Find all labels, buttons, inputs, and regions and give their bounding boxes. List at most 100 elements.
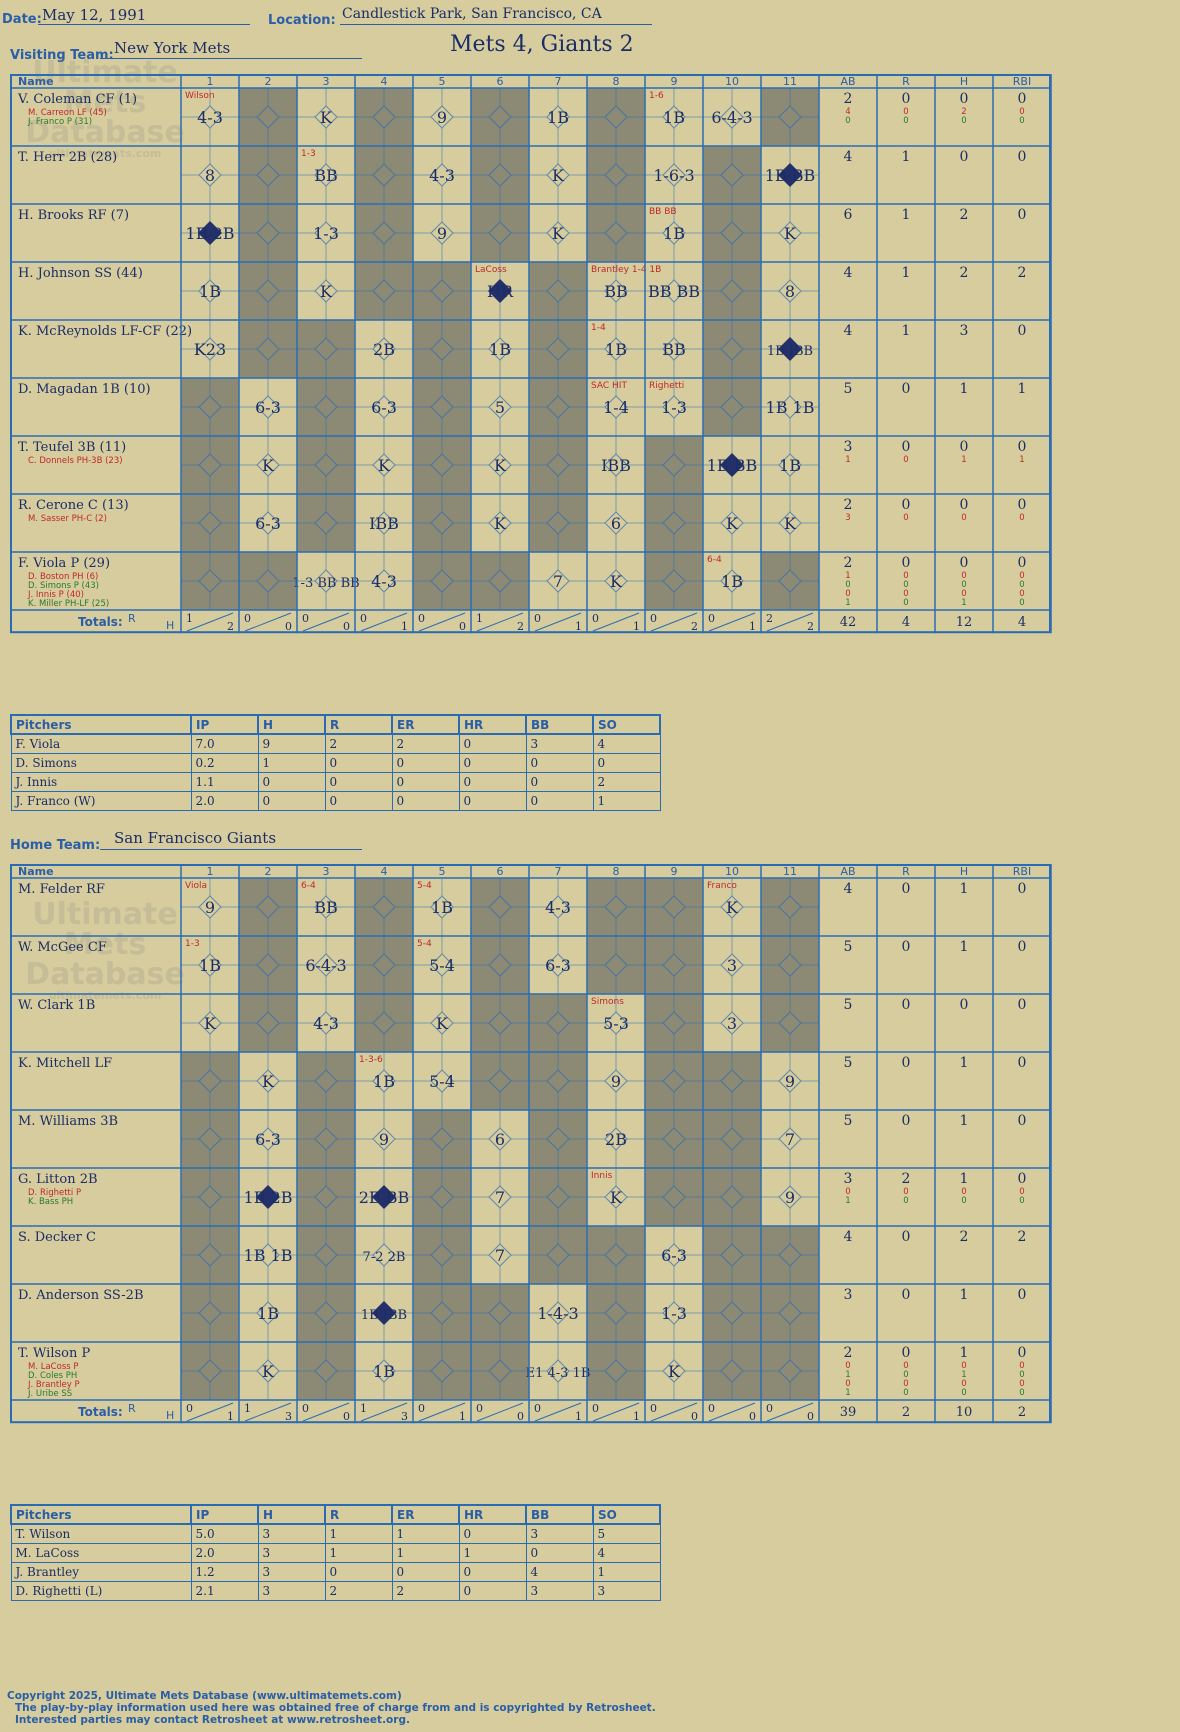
pitcher-cell: 1: [257, 753, 326, 773]
inning-header: 10: [725, 75, 739, 88]
player-stat: 1: [960, 1171, 969, 1187]
stat-header: R: [902, 75, 910, 88]
play-notation: 1B 2B: [186, 224, 235, 243]
run-scored-diamond: [720, 453, 744, 477]
pitcher-cell: 5: [592, 1523, 661, 1544]
play-notation: 4-3: [313, 1014, 339, 1033]
player-stat: 0: [902, 997, 911, 1013]
pitcher-cell: 4: [592, 1543, 661, 1563]
substitute-stat: 4: [845, 107, 850, 117]
pitcher-change-note: 5-4: [417, 939, 432, 949]
play-notation: 9: [379, 1130, 389, 1149]
inning-hits: 2: [517, 620, 524, 633]
substitute-stat: 0: [903, 455, 908, 465]
inning-runs: 0: [708, 612, 715, 625]
player-name: D. Anderson SS-2B: [18, 1288, 144, 1303]
game-location: Candlestick Park, San Francisco, CA: [342, 6, 602, 22]
substitute-name: D. Simons P (43): [28, 581, 99, 591]
player-stat: 4: [844, 265, 853, 281]
inning-header: 3: [323, 865, 330, 878]
play-notation: BB: [314, 166, 338, 185]
substitute-stat: 0: [1019, 1196, 1024, 1206]
totals-divider: [650, 612, 698, 632]
pitcher-cell: 1: [324, 1523, 393, 1544]
inning-hits: 0: [343, 620, 350, 633]
pitcher-change-note: LaCoss: [475, 265, 507, 275]
inning-runs: 0: [534, 1402, 541, 1415]
pitchers-header-cell: HR: [458, 714, 527, 735]
inning-header: 4: [381, 75, 388, 88]
player-stat: 0: [902, 497, 911, 513]
pitcher-cell: 0: [257, 772, 326, 792]
substitute-stat: 0: [845, 1379, 850, 1389]
play-notation: 1B: [373, 1072, 395, 1091]
pitcher-cell: 0: [257, 791, 326, 811]
substitute-stat: 0: [961, 513, 966, 523]
substitute-name: C. Donnels PH-3B (23): [28, 456, 123, 466]
totals-divider: [418, 1402, 466, 1422]
pitcher-row: J. Franco (W) 2.0 0 0 0 0 0 1: [10, 791, 661, 811]
inning-runs: 0: [302, 1402, 309, 1415]
substitute-name: M. Sasser PH-C (2): [28, 514, 107, 524]
player-name: W. McGee CF: [18, 940, 107, 955]
pitcher-cell: F. Viola: [10, 733, 192, 754]
substitute-name: D. Coles PH: [28, 1371, 77, 1381]
pitcher-cell: 2.1: [190, 1581, 259, 1601]
inning-runs: 0: [766, 1402, 773, 1415]
stat-total: 2: [1018, 1405, 1026, 1420]
inning-hits: 0: [285, 620, 292, 633]
substitute-stat: 0: [1019, 513, 1024, 523]
pitcher-cell: 0: [458, 791, 527, 811]
inning-hits: 1: [575, 620, 582, 633]
home-team-underline: [100, 849, 362, 850]
pitcher-cell: 4: [592, 733, 661, 754]
pitcher-cell: 2: [324, 1581, 393, 1601]
pitcher-change-note: BB BB: [649, 207, 677, 217]
inning-hits: 2: [807, 620, 814, 633]
pitchers-header-cell: H: [257, 1504, 326, 1525]
pitcher-cell: 0: [458, 1562, 527, 1582]
play-notation: K: [494, 514, 507, 533]
home-scorecard: 9 Viola BB 6-4 1B 5-4 4-3 K Franco M. Felder RF 4 0…: [10, 864, 1052, 1424]
substitute-stat: 1: [1019, 455, 1024, 465]
inning-hits: 3: [401, 1410, 408, 1423]
play-notation: 9: [785, 1072, 795, 1091]
substitute-stat: 0: [1019, 598, 1024, 608]
play-notation: BB BB: [648, 282, 700, 301]
inning-runs: 0: [476, 1402, 483, 1415]
totals-divider: [708, 612, 756, 632]
player-stat: 0: [1018, 1345, 1027, 1361]
inning-header: 5: [439, 865, 446, 878]
player-name: K. Mitchell LF: [18, 1056, 112, 1071]
pitcher-cell: 0: [525, 1543, 594, 1563]
inning-hits: 2: [227, 620, 234, 633]
substitute-stat: 1: [961, 1370, 966, 1380]
inning-hits: 0: [517, 1410, 524, 1423]
pitcher-cell: J. Innis: [10, 772, 192, 792]
play-notation: 4-3: [197, 108, 223, 127]
substitute-stat: 0: [961, 589, 966, 599]
totals-h-label: H: [166, 619, 174, 632]
substitute-stat: 0: [903, 589, 908, 599]
pitcher-cell: D. Simons: [10, 753, 192, 773]
name-column-header: Name: [18, 75, 54, 88]
inning-header: 10: [725, 865, 739, 878]
play-notation: 2B: [373, 340, 395, 359]
play-notation: 1-6-3: [653, 166, 694, 185]
play-notation: 9: [785, 1188, 795, 1207]
player-stat: 3: [844, 1171, 853, 1187]
play-notation: 1B: [199, 282, 221, 301]
substitute-stat: 1: [961, 598, 966, 608]
play-notation: K: [204, 1014, 217, 1033]
player-stat: 4: [844, 1229, 853, 1245]
substitute-stat: 0: [903, 1187, 908, 1197]
pitcher-cell: 1.1: [190, 772, 259, 792]
play-notation: 6-4-3: [711, 108, 752, 127]
pitcher-cell: 0: [458, 733, 527, 754]
player-stat: 1: [960, 1287, 969, 1303]
inning-header: 6: [497, 75, 504, 88]
substitute-stat: 1: [845, 1196, 850, 1206]
play-notation: 1B IBB: [361, 1308, 407, 1323]
pitcher-cell: D. Righetti (L): [10, 1581, 192, 1601]
player-stat: 0: [1018, 439, 1027, 455]
